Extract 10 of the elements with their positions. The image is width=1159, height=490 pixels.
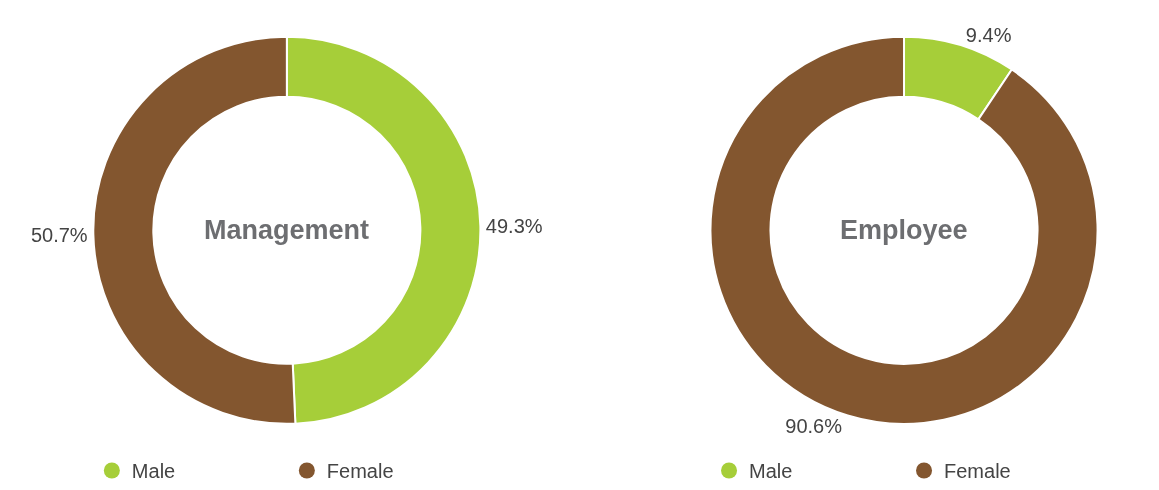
data-label: 9.4%	[965, 24, 1012, 47]
legend-label: Male	[131, 460, 176, 483]
data-label: 50.7%	[30, 223, 88, 246]
legend-label: Female	[944, 460, 1011, 483]
data-label: 49.3%	[485, 215, 543, 238]
text: Employee	[840, 215, 968, 245]
text: Management	[204, 215, 370, 245]
data-label: 90.6%	[785, 414, 843, 437]
legend-label: Female	[326, 460, 394, 483]
legend-label: Male	[749, 460, 793, 483]
